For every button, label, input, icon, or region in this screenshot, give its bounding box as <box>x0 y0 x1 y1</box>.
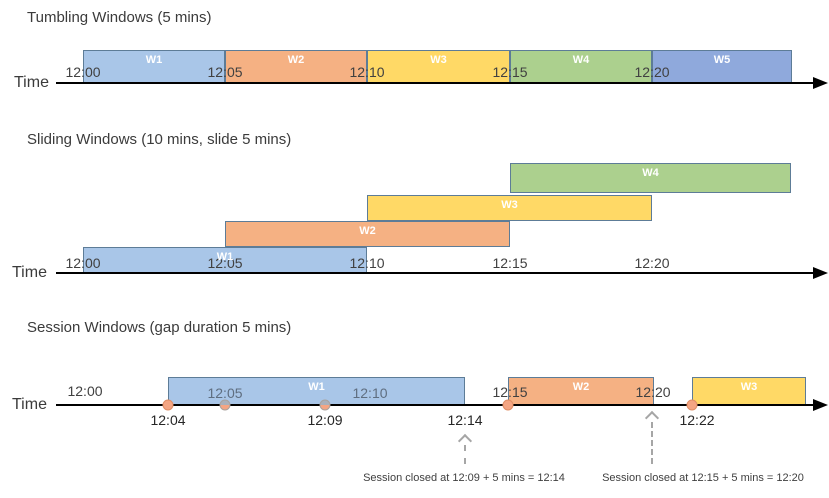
event-dot <box>502 399 514 411</box>
event-time-label: 12:09 <box>307 412 343 428</box>
window-label: W2 <box>287 54 305 66</box>
tick-label: 12:00 <box>65 64 101 80</box>
event-time-label: 12:22 <box>679 412 715 428</box>
window-label: W5 <box>713 54 731 66</box>
window-tumbling-w1: W1 <box>83 50 225 83</box>
window-sliding-w1: W1 <box>83 247 367 273</box>
tick-label: 12:15 <box>492 384 528 400</box>
window-sliding-w4: W4 <box>510 163 791 193</box>
window-label: W2 <box>359 225 376 237</box>
event-time-label: 12:04 <box>150 412 186 428</box>
event-dot <box>162 399 174 411</box>
window-sliding-w3: W3 <box>367 195 652 221</box>
window-session-w3: W3 <box>692 377 806 405</box>
dashed-arrow-stem <box>651 422 653 464</box>
window-tumbling-w3: W3 <box>367 50 510 83</box>
event-dot <box>219 399 231 411</box>
tick-label: 12:05 <box>207 255 243 271</box>
window-tumbling-w5: W5 <box>652 50 792 83</box>
tick-label: 12:10 <box>349 255 385 271</box>
timeline-sliding <box>56 272 814 274</box>
window-session-w1: W1 <box>168 377 465 405</box>
timeline-session <box>56 404 814 406</box>
timeline-tumbling <box>56 82 814 84</box>
tick-label: 12:00 <box>65 255 101 271</box>
timeline-arrowhead-session <box>813 399 828 411</box>
dashed-arrow-stem <box>464 445 466 464</box>
window-label: W3 <box>501 199 518 211</box>
tick-label: 12:20 <box>634 64 670 80</box>
session-close-note: Session closed at 12:15 + 5 mins = 12:20 <box>602 472 804 484</box>
tick-label: 12:15 <box>492 255 528 271</box>
window-label: W1 <box>216 251 234 263</box>
window-label: W2 <box>572 381 590 393</box>
tick-label: 12:15 <box>492 64 528 80</box>
section-title-session: Session Windows (gap duration 5 mins) <box>27 319 292 336</box>
window-tumbling-w4: W4 <box>510 50 652 83</box>
section-title-tumbling: Tumbling Windows (5 mins) <box>27 9 212 26</box>
window-sliding-w2: W2 <box>225 221 510 247</box>
timeline-arrowhead-sliding <box>813 267 828 279</box>
time-label-sliding: Time <box>12 264 47 281</box>
tick-label: 12:05 <box>207 385 243 401</box>
tick-label: 12:10 <box>352 385 388 401</box>
tick-label: 12:05 <box>207 64 243 80</box>
window-label: W1 <box>145 54 163 66</box>
window-label: W3 <box>430 54 447 66</box>
event-time-label: 12:14 <box>447 412 483 428</box>
time-label-session: Time <box>12 396 47 413</box>
tick-label: 12:00 <box>67 383 103 399</box>
tick-label: 12:20 <box>635 384 671 400</box>
timeline-arrowhead-tumbling <box>813 77 828 89</box>
time-label-tumbling: Time <box>14 74 49 91</box>
window-label: W4 <box>642 167 659 179</box>
event-dot <box>319 399 331 411</box>
window-tumbling-w2: W2 <box>225 50 367 83</box>
window-label: W1 <box>308 381 325 393</box>
window-label: W4 <box>572 54 590 66</box>
tick-label: 12:20 <box>634 255 670 271</box>
section-title-sliding: Sliding Windows (10 mins, slide 5 mins) <box>27 131 292 148</box>
event-dot <box>686 399 698 411</box>
session-close-note: Session closed at 12:09 + 5 mins = 12:14 <box>363 472 565 484</box>
window-session-w2: W2 <box>508 377 654 405</box>
window-label: W3 <box>740 381 758 393</box>
tick-label: 12:10 <box>349 64 385 80</box>
